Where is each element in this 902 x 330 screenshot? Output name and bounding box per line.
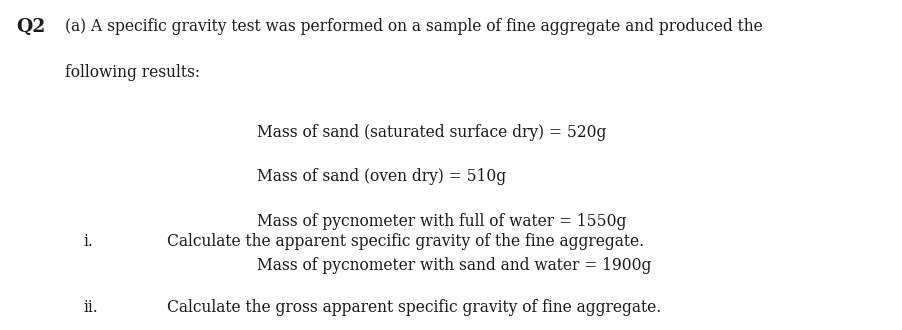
Text: Mass of pycnometer with full of water = 1550g: Mass of pycnometer with full of water = … <box>257 213 627 230</box>
Text: Mass of sand (saturated surface dry) = 520g: Mass of sand (saturated surface dry) = 5… <box>257 124 606 141</box>
Text: following results:: following results: <box>65 64 200 82</box>
Text: Mass of pycnometer with sand and water = 1900g: Mass of pycnometer with sand and water =… <box>257 257 651 275</box>
Text: (a) A specific gravity test was performed on a sample of fine aggregate and prod: (a) A specific gravity test was performe… <box>65 18 763 35</box>
Text: Calculate the apparent specific gravity of the fine aggregate.: Calculate the apparent specific gravity … <box>167 233 644 250</box>
Text: ii.: ii. <box>84 299 98 316</box>
Text: Calculate the gross apparent specific gravity of fine aggregate.: Calculate the gross apparent specific gr… <box>167 299 661 316</box>
Text: i.: i. <box>84 233 94 250</box>
Text: Mass of sand (oven dry) = 510g: Mass of sand (oven dry) = 510g <box>257 168 506 185</box>
Text: Q2: Q2 <box>16 18 45 36</box>
